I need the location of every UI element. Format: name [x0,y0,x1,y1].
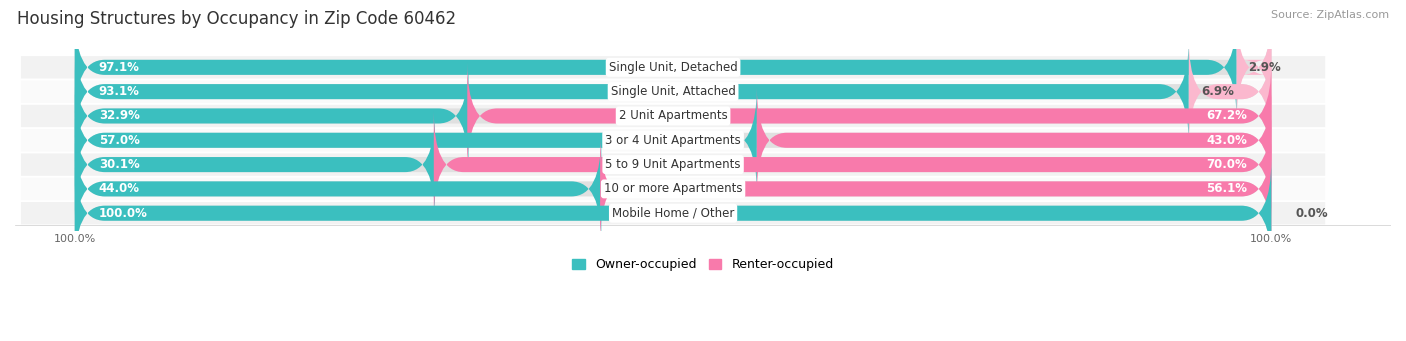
FancyBboxPatch shape [21,129,1326,151]
FancyBboxPatch shape [21,105,1326,127]
FancyBboxPatch shape [21,178,1326,200]
FancyBboxPatch shape [75,14,1271,121]
Legend: Owner-occupied, Renter-occupied: Owner-occupied, Renter-occupied [568,253,838,276]
Text: 10 or more Apartments: 10 or more Apartments [603,182,742,195]
FancyBboxPatch shape [75,160,1271,266]
FancyBboxPatch shape [75,136,602,242]
Text: 0.0%: 0.0% [1295,207,1327,220]
FancyBboxPatch shape [467,63,1271,169]
FancyBboxPatch shape [600,136,1271,242]
FancyBboxPatch shape [75,14,1237,121]
Text: 56.1%: 56.1% [1206,182,1247,195]
Text: Single Unit, Detached: Single Unit, Detached [609,61,738,74]
FancyBboxPatch shape [1189,39,1271,145]
Text: 44.0%: 44.0% [98,182,139,195]
Text: Housing Structures by Occupancy in Zip Code 60462: Housing Structures by Occupancy in Zip C… [17,10,456,28]
FancyBboxPatch shape [75,160,1271,266]
FancyBboxPatch shape [75,39,1271,145]
Text: 6.9%: 6.9% [1201,85,1233,98]
Text: 43.0%: 43.0% [1206,134,1247,147]
Text: 67.2%: 67.2% [1206,109,1247,122]
FancyBboxPatch shape [75,112,1271,218]
FancyBboxPatch shape [434,112,1271,218]
Text: 97.1%: 97.1% [98,61,139,74]
Text: Single Unit, Attached: Single Unit, Attached [610,85,735,98]
FancyBboxPatch shape [75,136,1271,242]
FancyBboxPatch shape [75,63,1271,169]
FancyBboxPatch shape [21,56,1326,78]
Text: 93.1%: 93.1% [98,85,139,98]
Text: 57.0%: 57.0% [98,134,139,147]
FancyBboxPatch shape [75,87,1271,194]
Text: 100.0%: 100.0% [98,207,148,220]
Text: 32.9%: 32.9% [98,109,139,122]
Text: Mobile Home / Other: Mobile Home / Other [612,207,734,220]
Text: 2 Unit Apartments: 2 Unit Apartments [619,109,727,122]
FancyBboxPatch shape [1237,14,1271,121]
FancyBboxPatch shape [21,80,1326,103]
Text: 3 or 4 Unit Apartments: 3 or 4 Unit Apartments [605,134,741,147]
FancyBboxPatch shape [75,63,468,169]
FancyBboxPatch shape [21,202,1326,224]
Text: 70.0%: 70.0% [1206,158,1247,171]
FancyBboxPatch shape [75,87,756,194]
Text: 30.1%: 30.1% [98,158,139,171]
FancyBboxPatch shape [75,112,434,218]
FancyBboxPatch shape [21,153,1326,176]
Text: 2.9%: 2.9% [1249,61,1281,74]
FancyBboxPatch shape [75,39,1189,145]
FancyBboxPatch shape [756,87,1271,194]
Text: Source: ZipAtlas.com: Source: ZipAtlas.com [1271,10,1389,20]
Text: 5 to 9 Unit Apartments: 5 to 9 Unit Apartments [606,158,741,171]
